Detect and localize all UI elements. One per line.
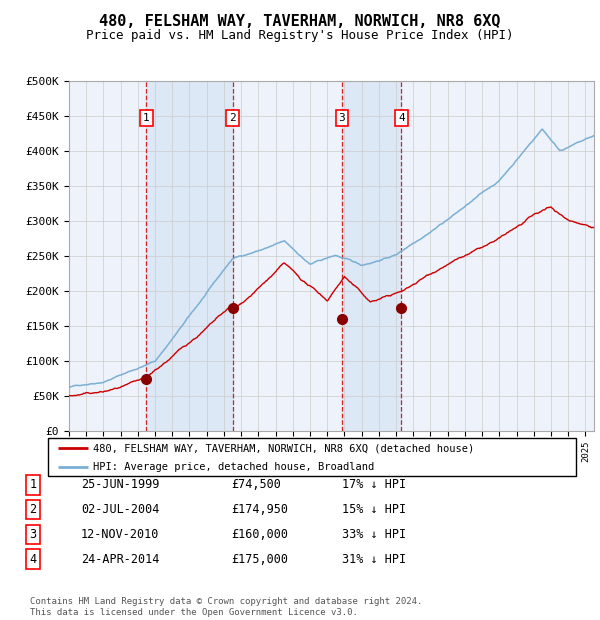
Text: 1: 1 bbox=[143, 113, 149, 123]
Text: 2: 2 bbox=[29, 503, 37, 516]
Bar bbox=[342, 81, 401, 431]
Bar bbox=[146, 81, 233, 431]
Text: 25-JUN-1999: 25-JUN-1999 bbox=[81, 479, 160, 491]
Text: £175,000: £175,000 bbox=[231, 553, 288, 565]
Text: 3: 3 bbox=[338, 113, 346, 123]
Text: 480, FELSHAM WAY, TAVERHAM, NORWICH, NR8 6XQ: 480, FELSHAM WAY, TAVERHAM, NORWICH, NR8… bbox=[99, 14, 501, 29]
Text: 4: 4 bbox=[29, 553, 37, 565]
Text: 3: 3 bbox=[29, 528, 37, 541]
Text: 33% ↓ HPI: 33% ↓ HPI bbox=[342, 528, 406, 541]
Text: 15% ↓ HPI: 15% ↓ HPI bbox=[342, 503, 406, 516]
Text: Price paid vs. HM Land Registry's House Price Index (HPI): Price paid vs. HM Land Registry's House … bbox=[86, 29, 514, 42]
Text: 480, FELSHAM WAY, TAVERHAM, NORWICH, NR8 6XQ (detached house): 480, FELSHAM WAY, TAVERHAM, NORWICH, NR8… bbox=[93, 443, 474, 453]
Text: 24-APR-2014: 24-APR-2014 bbox=[81, 553, 160, 565]
Text: 31% ↓ HPI: 31% ↓ HPI bbox=[342, 553, 406, 565]
Text: HPI: Average price, detached house, Broadland: HPI: Average price, detached house, Broa… bbox=[93, 461, 374, 472]
Text: £174,950: £174,950 bbox=[231, 503, 288, 516]
Text: 1: 1 bbox=[29, 479, 37, 491]
Text: 12-NOV-2010: 12-NOV-2010 bbox=[81, 528, 160, 541]
FancyBboxPatch shape bbox=[48, 438, 576, 476]
Text: Contains HM Land Registry data © Crown copyright and database right 2024.
This d: Contains HM Land Registry data © Crown c… bbox=[30, 598, 422, 617]
Text: £160,000: £160,000 bbox=[231, 528, 288, 541]
Text: 17% ↓ HPI: 17% ↓ HPI bbox=[342, 479, 406, 491]
Text: 2: 2 bbox=[229, 113, 236, 123]
Text: £74,500: £74,500 bbox=[231, 479, 281, 491]
Text: 02-JUL-2004: 02-JUL-2004 bbox=[81, 503, 160, 516]
Text: 4: 4 bbox=[398, 113, 405, 123]
